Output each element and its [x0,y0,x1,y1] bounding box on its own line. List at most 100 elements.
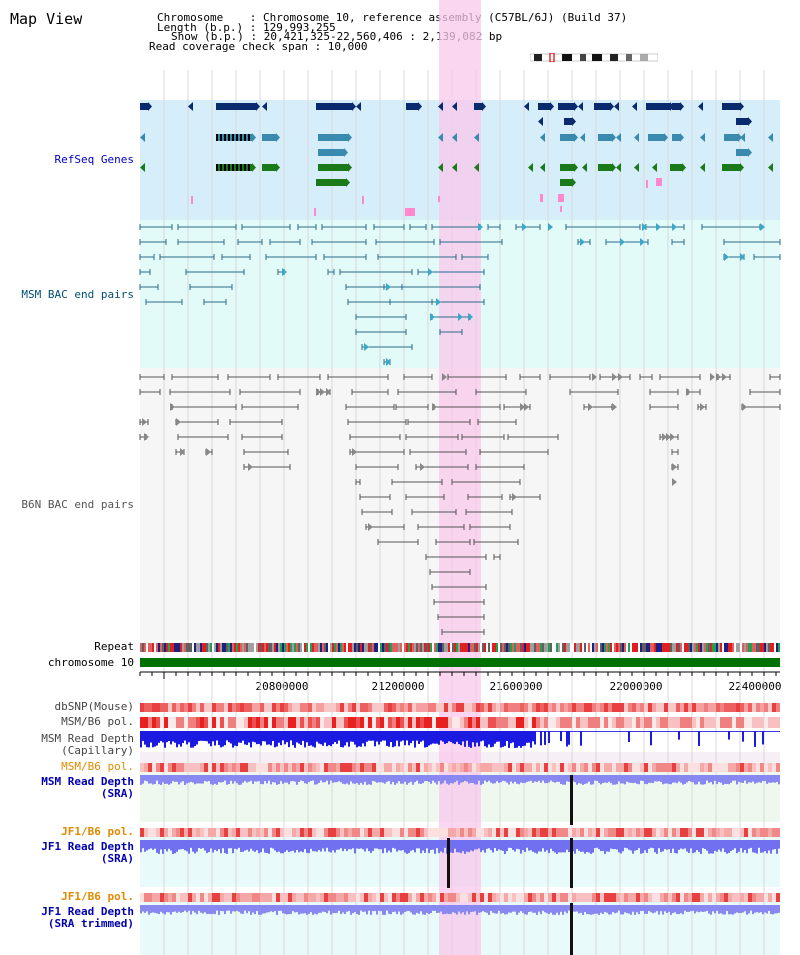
jf1-depth-sra-label: JF1 Read Depth [41,840,134,853]
gene-arrow[interactable] [140,133,145,142]
jf1-pol-trim-label: JF1/B6 pol. [61,890,134,903]
gene-block[interactable] [216,103,256,110]
gene-arrow[interactable] [652,163,657,172]
gene-arrow[interactable] [528,163,533,172]
msm-bac-track-label: MSM BAC end pairs [21,288,134,301]
gene-arrow[interactable] [698,102,703,111]
gene-block[interactable] [316,179,346,186]
gene-block[interactable] [262,164,276,171]
gene-block[interactable] [672,134,680,141]
msm-bac-end-pairs[interactable] [139,223,781,366]
gene-block[interactable] [538,103,550,110]
gene-block[interactable] [672,103,680,110]
gene-arrow[interactable] [262,102,267,111]
gene-arrow[interactable] [634,133,639,142]
gene-block[interactable] [560,134,574,141]
gene-block[interactable] [262,134,276,141]
gene-block[interactable] [594,103,610,110]
gene-arrow[interactable] [616,133,621,142]
jf1-depth-trim-label: JF1 Read Depth [41,905,134,918]
gene-block[interactable] [598,164,612,171]
read-depth-tracks[interactable] [140,731,780,915]
axis-tick-label: 22400000 [728,680,782,693]
gene-block[interactable] [724,134,738,141]
gene-arrow[interactable] [580,133,585,142]
gene-block[interactable] [670,164,682,171]
length-info: Length (b.p.) : 129,993,255 [157,21,336,34]
gene-arrow[interactable] [524,102,529,111]
gene-block[interactable] [598,134,612,141]
chromosome-ideogram[interactable] [530,53,658,62]
highlight-region [439,0,481,955]
gene-arrow[interactable] [614,102,619,111]
gene-block[interactable] [558,103,574,110]
gene-arrow[interactable] [474,133,479,142]
gene-arrow[interactable] [700,133,705,142]
gene-block[interactable] [316,103,352,110]
chromosome-bar[interactable] [140,658,780,667]
gene-block[interactable] [722,103,740,110]
gene-arrow[interactable] [140,163,145,172]
axis-tick-label: 21600000 [489,680,543,693]
msm-pol-track-label: MSM/B6 pol. [61,715,134,728]
refseq-genes[interactable] [140,102,773,216]
gene-block[interactable] [648,134,664,141]
msm-depth-sra-sublabel: (SRA) [100,787,134,800]
gene-arrow[interactable] [538,117,543,126]
msm-depth-sra-label: MSM Read Depth [41,775,134,788]
gene-arrow[interactable] [452,102,457,111]
gene-block[interactable] [406,103,418,110]
repeat-track-label: Repeat [94,640,134,653]
depth-spikes [447,775,573,955]
gene-block[interactable] [474,103,482,110]
msm-depth-cap-sublabel: (Capillary) [61,744,134,757]
msm-pol-sra-label: MSM/B6 pol. [61,760,134,773]
gene-arrow[interactable] [634,163,639,172]
gene-arrow[interactable] [452,133,457,142]
gene-block[interactable] [140,103,148,110]
position-axis [139,671,780,679]
gene-arrow[interactable] [540,163,545,172]
gene-arrow[interactable] [700,163,705,172]
jf1-pol-label: JF1/B6 pol. [61,825,134,838]
refseq-track-label: RefSeq Genes [54,153,134,166]
b6n-bac-end-pairs[interactable] [139,373,781,635]
gene-block[interactable] [318,164,348,171]
polymorphism-heat-tracks[interactable] [140,703,780,902]
gene-arrow[interactable] [632,102,637,111]
chromosome-track-label: chromosome 10 [47,656,134,669]
gene-arrow[interactable] [740,133,745,142]
gene-arrow[interactable] [578,102,583,111]
gene-block[interactable] [318,149,344,156]
jf1-depth-trim-sublabel: (SRA trimmed) [47,917,134,930]
gene-block[interactable] [564,118,572,125]
gene-arrow[interactable] [438,133,443,142]
gene-arrow[interactable] [438,102,443,111]
gene-block[interactable] [736,149,748,156]
gene-block[interactable] [722,164,740,171]
axis-tick-label: 21200000 [371,680,425,693]
gene-arrow[interactable] [438,163,443,172]
gene-block[interactable] [318,134,348,141]
gene-arrow[interactable] [582,163,587,172]
axis-tick-label: 22000000 [609,680,663,693]
gene-block[interactable] [560,164,574,171]
gene-block[interactable] [736,118,748,125]
page-title: Map View [10,10,83,28]
gene-arrow[interactable] [540,133,545,142]
msm-depth-cap-label: MSM Read Depth [41,732,134,745]
gene-arrow[interactable] [452,163,457,172]
repeat-track[interactable] [140,643,780,652]
gene-block[interactable] [646,103,670,110]
gene-arrow[interactable] [768,133,773,142]
gene-arrow[interactable] [356,102,361,111]
dbsnp-track-label: dbSNP(Mouse) [54,700,134,713]
gene-arrow[interactable] [768,163,773,172]
axis-tick-label: 20800000 [255,680,309,693]
gene-arrow[interactable] [474,163,479,172]
gene-block[interactable] [560,179,572,186]
gene-arrow[interactable] [188,102,193,111]
gene-arrow[interactable] [616,163,621,172]
